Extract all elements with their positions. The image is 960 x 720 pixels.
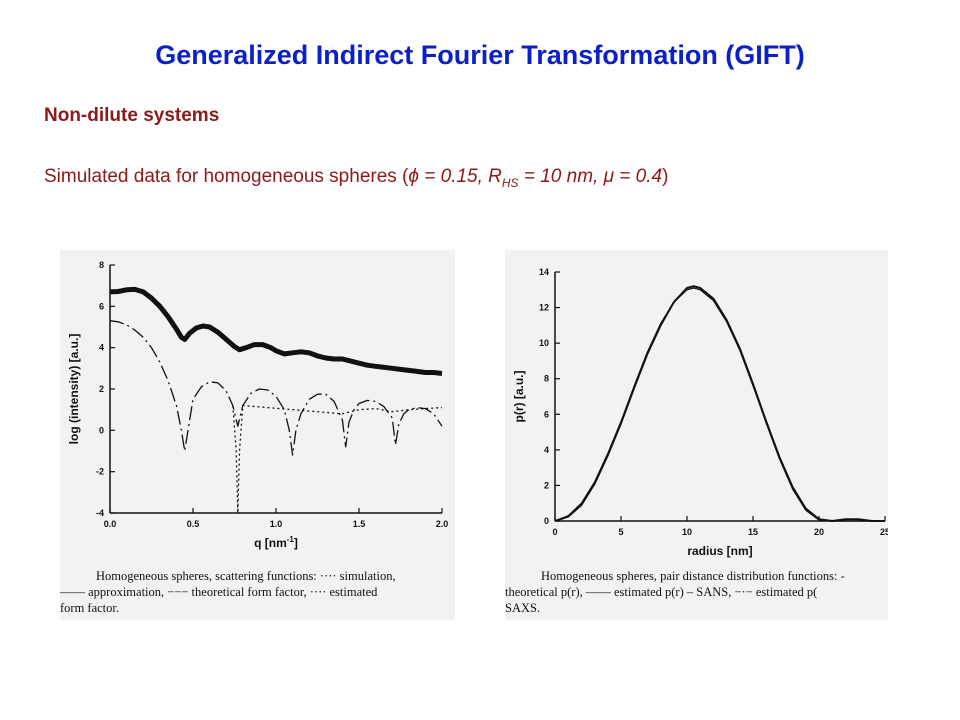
caption-line: Homogeneous spheres, scattering function…	[96, 569, 396, 583]
x-tick-label: 1.5	[353, 519, 366, 529]
x-axis-label: radius [nm]	[687, 544, 752, 558]
y-axis-label: p(r) [a.u.]	[512, 371, 526, 423]
y-tick-label: 14	[539, 267, 549, 277]
caption-line: form factor.	[60, 601, 120, 615]
phi-value: = 0.15, R	[418, 166, 502, 187]
scattering-chart: 0.0 0.5 1.0 1.5 2.0 8 6 4 2 0 -2 -4 q [nm-1] log (int…	[67, 260, 449, 550]
x-tick-label: 1.0	[270, 519, 283, 529]
series-line-theoretical	[554, 287, 885, 522]
desc-prefix: Simulated data for homogeneous spheres (	[44, 166, 409, 187]
slide-description: Simulated data for homogeneous spheres (…	[44, 166, 668, 190]
mu-symbol: μ	[603, 166, 615, 187]
x-tick-label: 0.0	[104, 519, 117, 529]
scattering-caption: Homogeneous spheres, scattering function…	[60, 568, 455, 616]
x-tick-label: 25	[880, 527, 888, 537]
y-tick-label: -2	[96, 467, 104, 477]
desc-suffix: )	[662, 166, 669, 187]
pair-distance-caption: Homogeneous spheres, pair distance distr…	[505, 568, 888, 616]
caption-line: SAXS.	[505, 601, 541, 615]
caption-line: —— approximation, −−− theoretical form f…	[60, 585, 378, 599]
pair-distance-figure: 0 5 10 15 20 25 14 12 10 8 6 4 2 0 radius [nm] p(r) [a.…	[505, 250, 888, 620]
x-tick-label: 10	[682, 527, 692, 537]
series-line-estimated-dotted	[232, 404, 443, 514]
series-line-simulation-thick	[109, 286, 443, 376]
mu-value: = 0.4	[614, 166, 663, 187]
phi-symbol: ϕ	[408, 166, 419, 187]
x-axis-label-sup: -1	[287, 535, 295, 544]
x-tick-label: 0	[552, 527, 557, 537]
series-line-estimated	[554, 285, 885, 522]
slide-subtitle: Non-dilute systems	[44, 105, 220, 126]
series-line-theoretical-dashed	[109, 320, 443, 456]
scattering-figure: 0.0 0.5 1.0 1.5 2.0 8 6 4 2 0 -2 -4 q [nm-1] log (int…	[60, 250, 455, 620]
y-tick-label: 8	[544, 374, 549, 384]
x-tick-label: 15	[748, 527, 758, 537]
y-tick-label: 4	[544, 445, 549, 455]
caption-line: theoretical p(r), —— estimated p(r) – SA…	[505, 585, 818, 599]
x-axis-label-end: ]	[294, 536, 298, 550]
y-tick-label: 2	[544, 480, 549, 490]
y-tick-label: 12	[539, 303, 549, 313]
y-tick-label: 0	[544, 516, 549, 526]
x-tick-label: 2.0	[436, 519, 449, 529]
caption-line: Homogeneous spheres, pair distance distr…	[541, 569, 845, 583]
x-tick-label: 20	[814, 527, 824, 537]
y-tick-label: 10	[539, 338, 549, 348]
x-tick-label: 0.5	[187, 519, 200, 529]
y-axis-label: log (intensity) [a.u.]	[67, 334, 81, 445]
r-subscript: HS	[501, 175, 519, 190]
x-tick-label: 5	[618, 527, 623, 537]
slide-title: Generalized Indirect Fourier Transformat…	[155, 40, 805, 70]
y-tick-label: 0	[99, 425, 104, 435]
y-tick-label: 4	[99, 343, 104, 353]
y-tick-label: 6	[544, 409, 549, 419]
y-tick-label: 2	[99, 384, 104, 394]
y-tick-label: -4	[96, 508, 104, 518]
x-axis-label: q [nm-1]	[254, 535, 298, 550]
y-tick-label: 8	[99, 260, 104, 270]
r-value: = 10 nm,	[518, 166, 604, 187]
y-tick-label: 6	[99, 301, 104, 311]
